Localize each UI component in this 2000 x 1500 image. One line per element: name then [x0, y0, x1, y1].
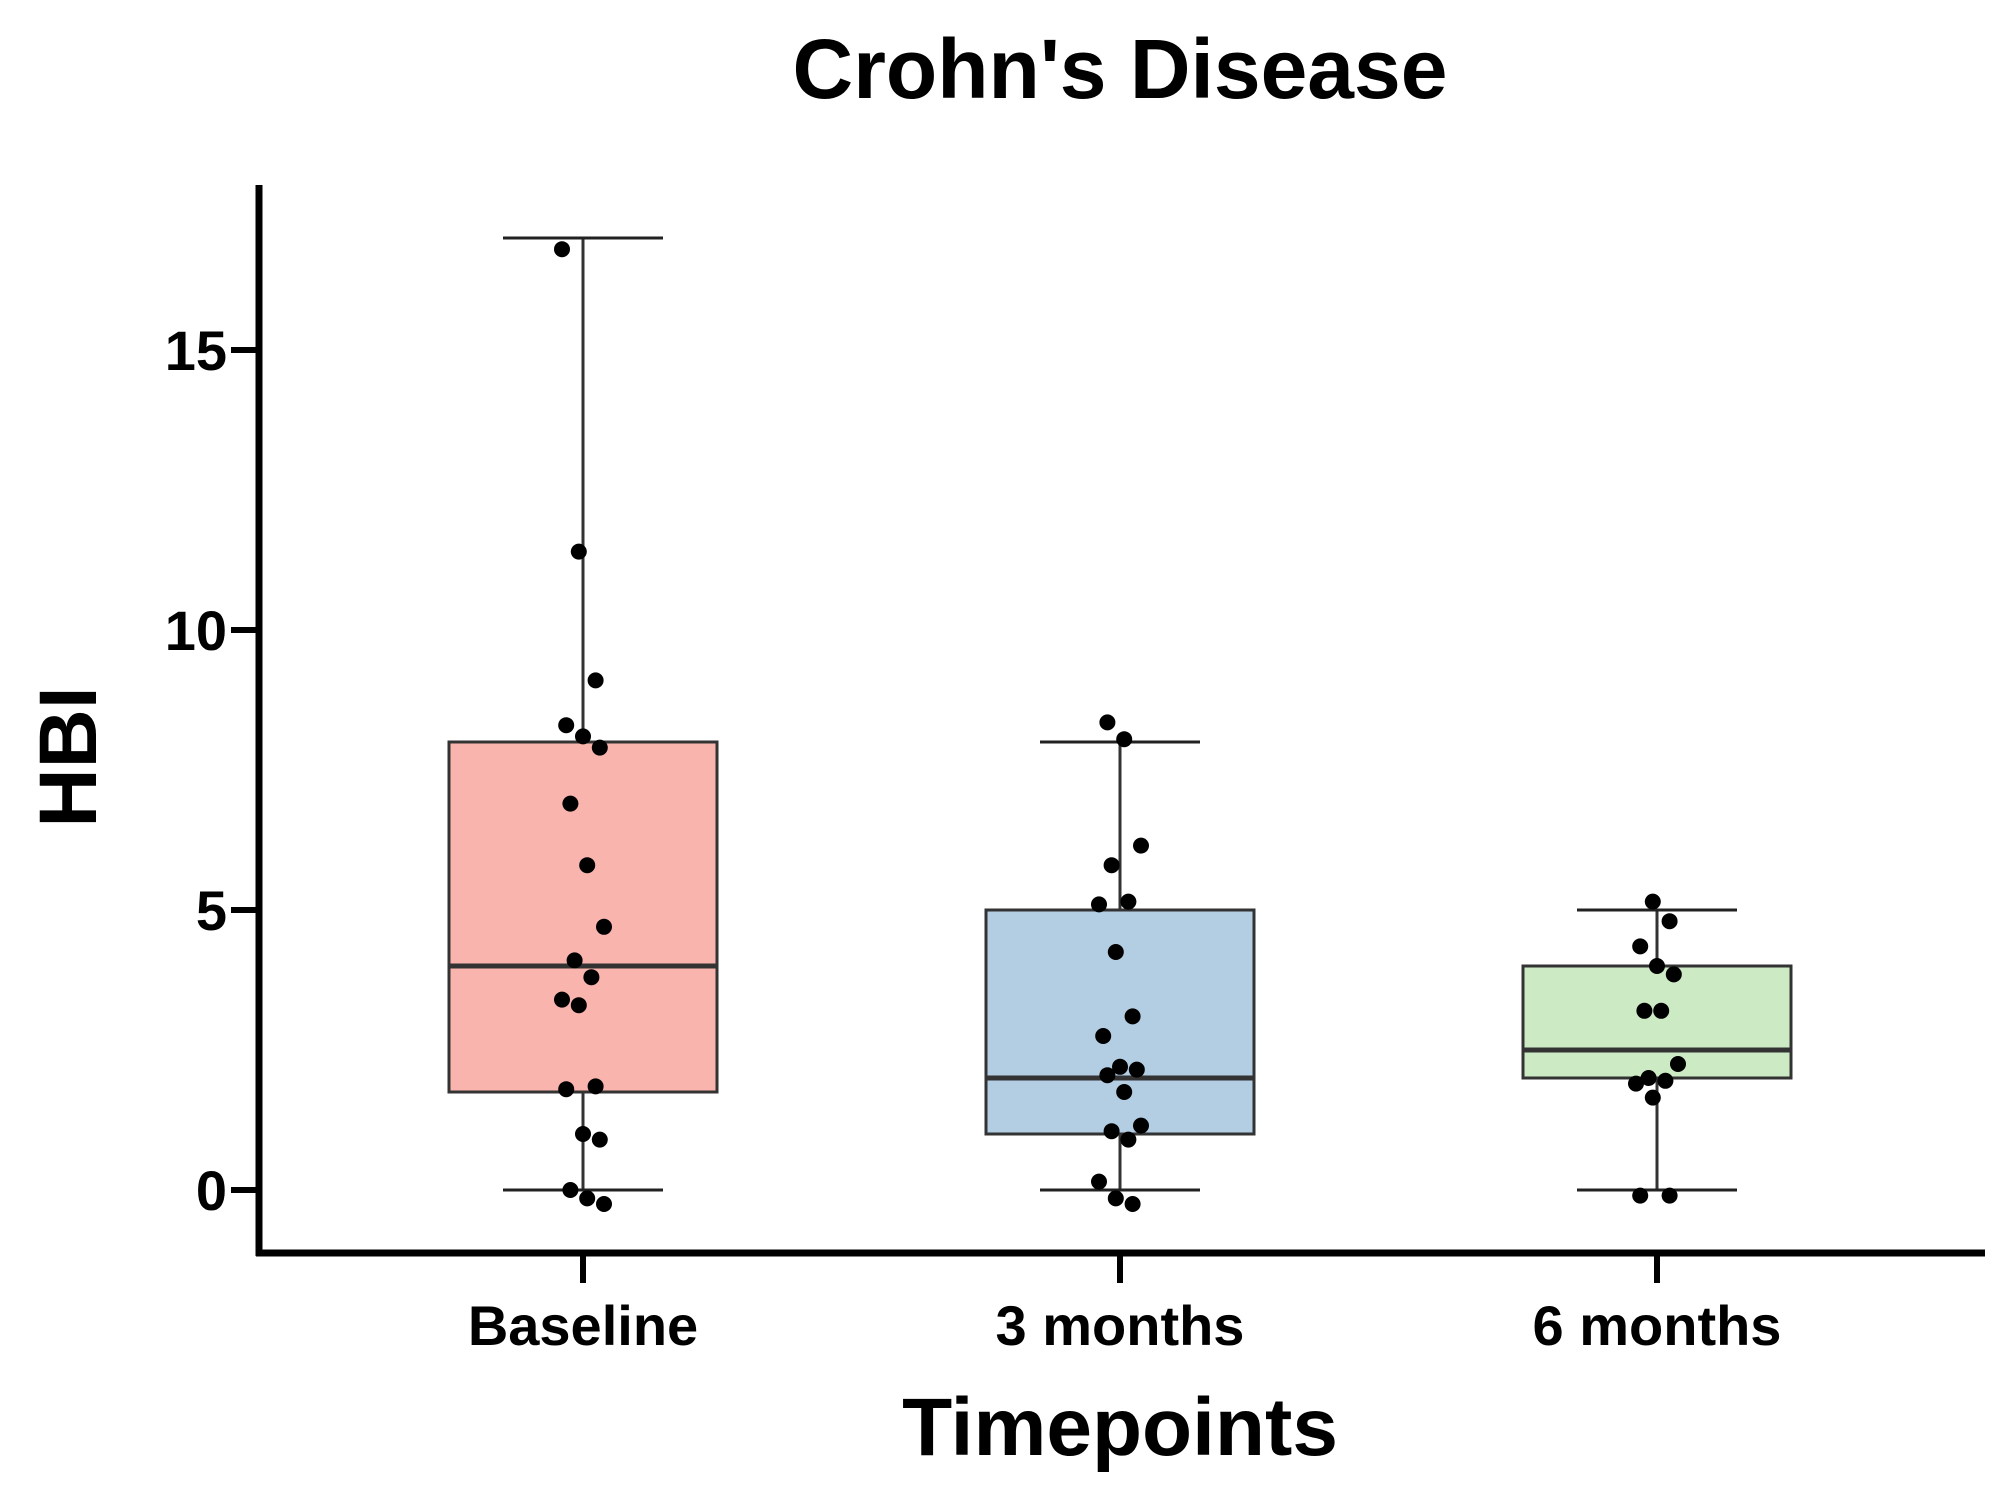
data-point: [1103, 857, 1120, 874]
data-point: [1649, 958, 1665, 974]
data-point: [596, 918, 612, 935]
data-point: [1091, 896, 1107, 913]
data-point: [1107, 1190, 1124, 1207]
data-point: [1632, 1187, 1649, 1204]
data-point: [1657, 1072, 1674, 1089]
x-tick-label: Baseline: [468, 1294, 698, 1357]
data-point: [1640, 1070, 1657, 1086]
data-point: [591, 1131, 608, 1148]
y-tick-label: 5: [196, 879, 227, 942]
data-point: [1632, 938, 1649, 955]
data-point: [1644, 1089, 1661, 1106]
data-point: [1653, 1002, 1670, 1019]
data-point: [570, 543, 587, 560]
data-point: [1116, 731, 1133, 748]
y-tick-label: 15: [165, 319, 227, 382]
data-point: [587, 672, 604, 689]
data-point: [575, 728, 591, 745]
data-point: [570, 997, 587, 1014]
data-point: [1133, 1117, 1149, 1134]
data-point: [1665, 966, 1682, 983]
data-point: [579, 857, 596, 874]
data-point: [587, 1078, 604, 1095]
data-point: [554, 991, 570, 1008]
data-point: [1091, 1173, 1107, 1190]
x-axis-title: Timepoints: [902, 1382, 1338, 1473]
data-point: [558, 1081, 575, 1098]
data-point: [1120, 893, 1137, 910]
data-point: [591, 739, 608, 756]
data-point: [1095, 1028, 1112, 1044]
x-tick-label: 3 months: [996, 1294, 1245, 1357]
data-point: [1116, 1084, 1133, 1100]
data-point: [1107, 944, 1124, 960]
data-point: [596, 1196, 612, 1212]
data-point: [1112, 1058, 1128, 1075]
data-point: [579, 1190, 596, 1207]
box-3-months: [984, 908, 1256, 1136]
data-point: [566, 952, 583, 969]
data-point: [575, 1126, 591, 1142]
box-6-months: [1521, 964, 1793, 1080]
data-point: [1661, 1187, 1678, 1204]
plot-area: 0 5 10 15 Baseline 3 months 6 months: [165, 185, 1985, 1357]
data-point: [1099, 1067, 1116, 1084]
y-tick-label: 10: [165, 599, 227, 662]
data-point: [1124, 1196, 1141, 1212]
data-point: [583, 969, 600, 986]
data-point: [1636, 1002, 1653, 1019]
box-baseline: [447, 740, 719, 1094]
data-point: [1644, 893, 1661, 910]
data-point: [1120, 1131, 1137, 1148]
data-point: [1099, 714, 1116, 731]
data-point: [562, 795, 579, 812]
data-point: [1661, 913, 1678, 930]
data-point: [1124, 1008, 1141, 1025]
y-axis-title: HBI: [23, 686, 114, 827]
data-point: [562, 1182, 579, 1198]
data-point: [1133, 837, 1149, 854]
data-point: [554, 241, 570, 258]
data-point: [1103, 1123, 1120, 1140]
data-point: [1670, 1056, 1686, 1072]
data-point: [1628, 1075, 1644, 1092]
data-point: [558, 717, 575, 734]
data-point: [1128, 1061, 1145, 1078]
x-tick-label: 6 months: [1533, 1294, 1782, 1357]
y-tick-label: 0: [196, 1159, 227, 1222]
chart-title: Crohn's Disease: [793, 22, 1448, 116]
